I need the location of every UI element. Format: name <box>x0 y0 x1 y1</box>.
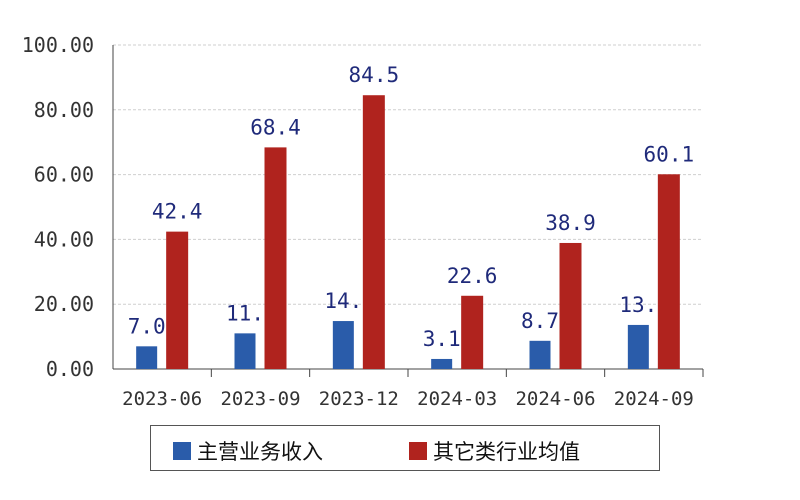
data-label: 13. <box>619 293 657 317</box>
x-tick-label: 2023-12 <box>319 388 399 410</box>
y-tick-label: 20.00 <box>34 292 94 316</box>
data-label: 68.4 <box>250 115 301 139</box>
y-axis: 0.00 20.00 40.00 60.00 80.00 100.00 <box>22 33 114 381</box>
bar-main-revenue <box>234 333 256 369</box>
legend-swatch-industry-average <box>409 442 427 460</box>
bar-industry-average <box>166 231 189 369</box>
bar-main-revenue <box>136 346 158 369</box>
data-label: 14. <box>324 289 362 313</box>
bar-industry-average <box>559 242 582 369</box>
y-tick-label: 40.00 <box>34 227 94 251</box>
data-label: 84.5 <box>349 63 400 87</box>
bar-industry-average <box>362 95 385 369</box>
legend-label-industry-average: 其它类行业均值 <box>433 440 580 464</box>
bar-main-revenue <box>332 321 354 369</box>
x-tick-label: 2024-03 <box>417 388 497 410</box>
data-label: 22.6 <box>447 264 498 288</box>
y-tick-label: 80.00 <box>34 98 94 122</box>
y-tick-label: 60.00 <box>34 163 94 187</box>
data-label: 42.4 <box>152 200 203 224</box>
x-tick-label: 2024-06 <box>515 388 595 410</box>
bar-main-revenue <box>529 340 551 369</box>
data-label: 8.7 <box>521 309 559 333</box>
legend-label-main-revenue: 主营业务收入 <box>197 440 323 464</box>
x-axis: 2023-06 2023-09 2023-12 2024-03 2024-06 2024-… <box>113 368 704 410</box>
data-label: 38.9 <box>545 211 596 235</box>
legend-item-industry-average: 其它类行业均值 <box>409 436 580 466</box>
x-tick-label: 2023-09 <box>220 388 300 410</box>
x-tick-label: 2024-09 <box>614 388 694 410</box>
bar-industry-average <box>264 147 287 369</box>
bar-industry-average <box>657 174 680 369</box>
y-tick-label: 100.00 <box>22 33 94 57</box>
gridlines <box>113 44 703 305</box>
y-tick-label: 0.00 <box>46 357 94 381</box>
bars <box>136 95 680 369</box>
bar-main-revenue <box>431 358 453 369</box>
x-tick-label: 2023-06 <box>122 388 202 410</box>
data-label: 7.0 <box>128 314 166 338</box>
data-label: 3.1 <box>423 327 461 351</box>
data-labels: 7.0 42.4 11. 68.4 14. 84.5 3.1 22.6 8.7 38.9 13. 60… <box>128 63 694 351</box>
legend-swatch-main-revenue <box>173 442 191 460</box>
bar-main-revenue <box>627 324 649 369</box>
data-label: 60.1 <box>644 142 695 166</box>
data-label: 11. <box>226 301 264 325</box>
legend-item-main-revenue: 主营业务收入 <box>173 436 323 466</box>
bar-industry-average <box>461 295 484 369</box>
legend: 主营业务收入 其它类行业均值 <box>150 425 660 471</box>
